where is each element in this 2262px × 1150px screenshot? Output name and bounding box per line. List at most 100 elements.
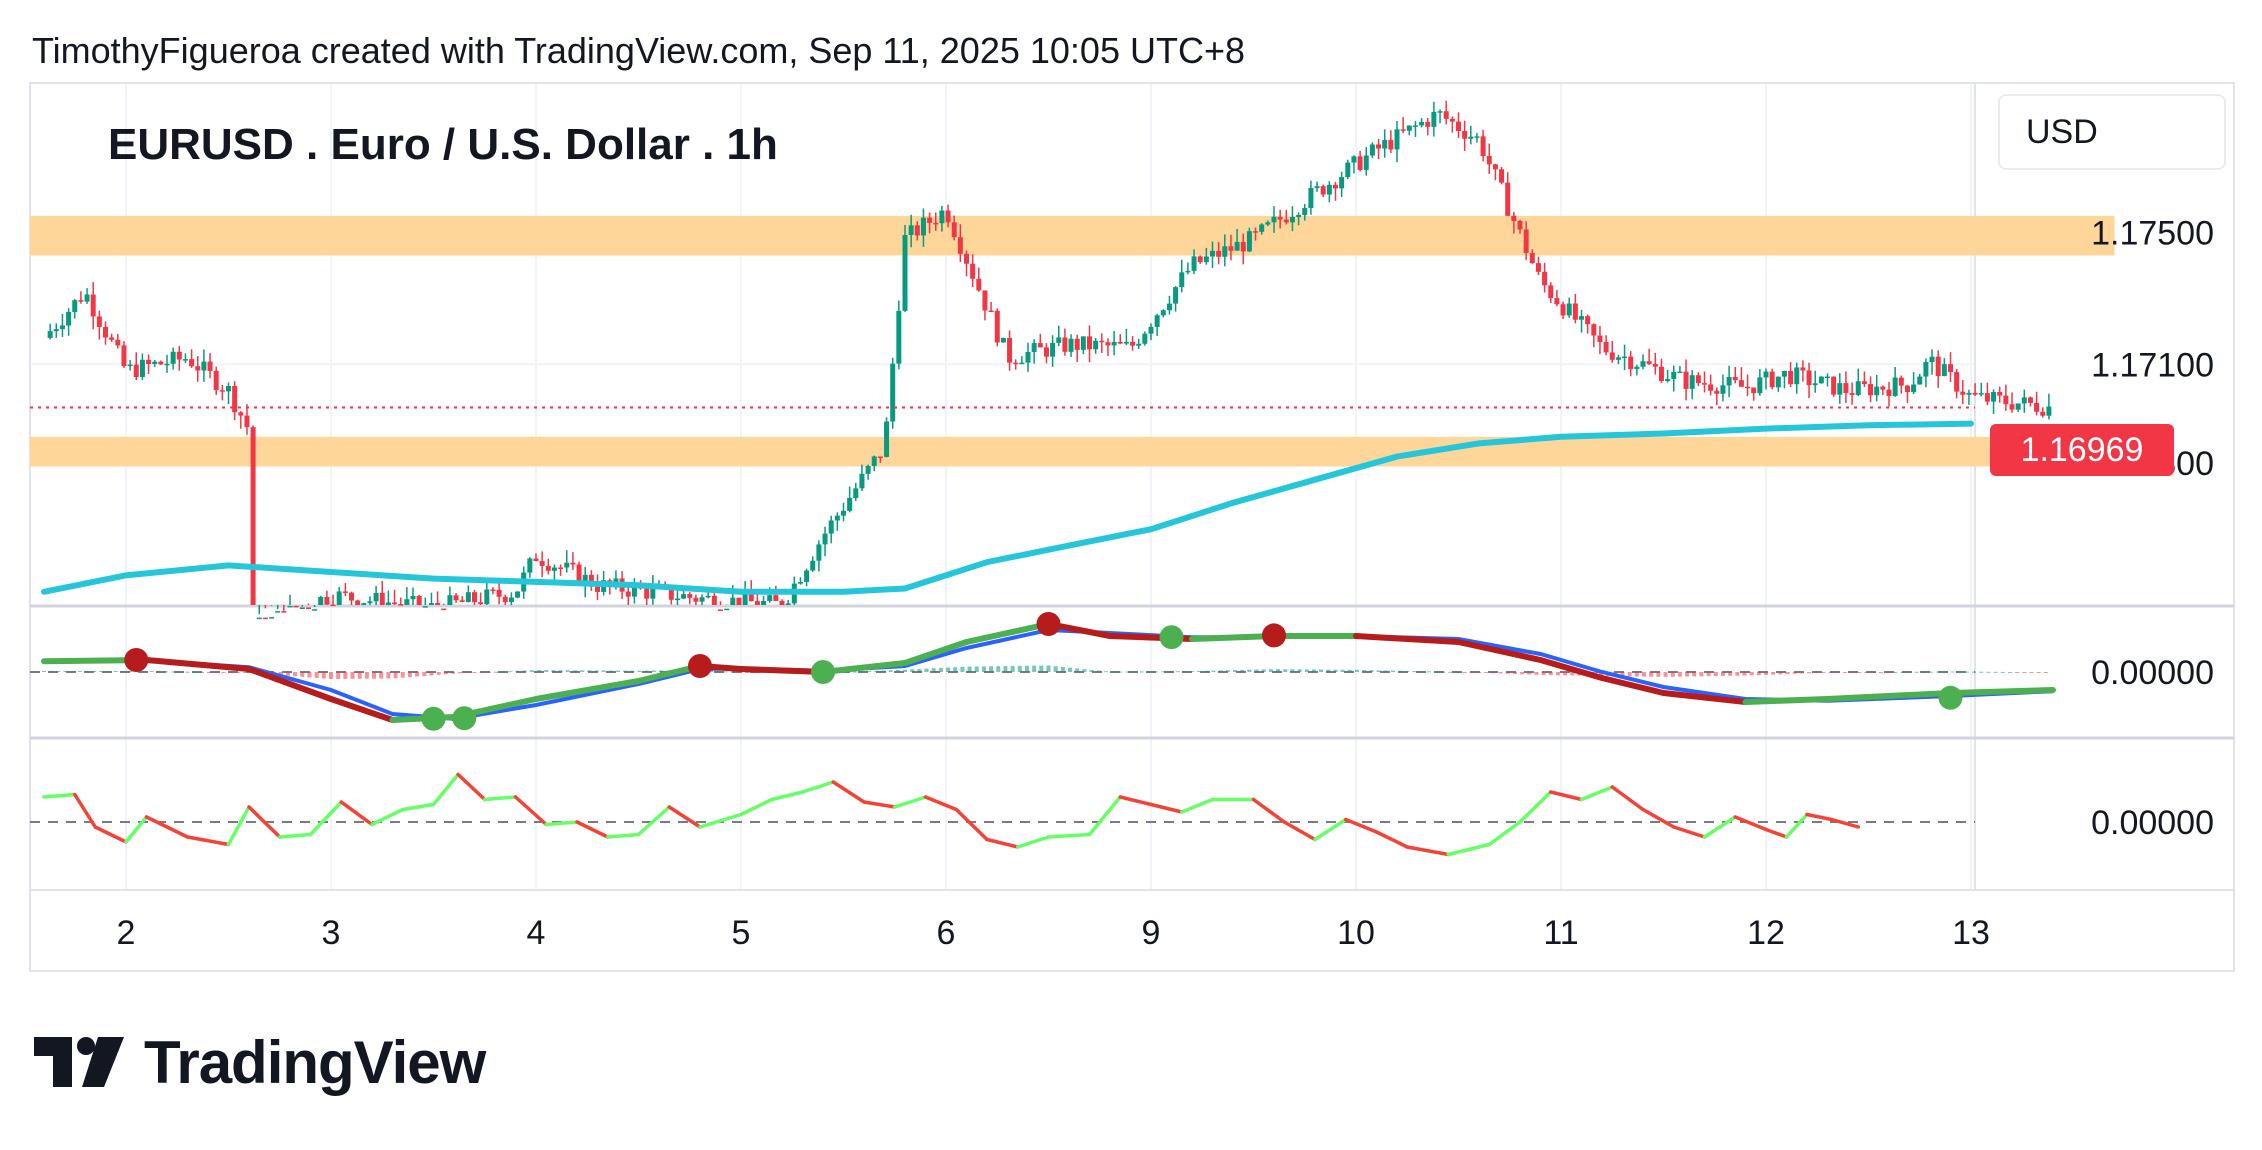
candle-body <box>127 364 133 367</box>
candle-body <box>748 592 754 602</box>
candle-body <box>1357 156 1363 170</box>
osc-layer <box>30 772 1975 857</box>
oscillator-line-segment <box>923 795 958 812</box>
macd-histogram-bar <box>63 670 68 672</box>
macd-histogram-bar <box>1154 671 1159 673</box>
candle-body <box>1702 383 1707 385</box>
chart-frame[interactable] <box>29 82 2235 972</box>
macd-histogram-bar <box>1756 672 1761 676</box>
macd-histogram-bar <box>1620 672 1625 677</box>
candle-body <box>828 520 834 534</box>
candle-body <box>631 585 637 597</box>
oscillator-line-segment <box>800 780 835 794</box>
candle-body <box>1302 208 1308 215</box>
macd-histogram-bar <box>2000 671 2005 673</box>
candle-body <box>2040 411 2046 416</box>
macd-histogram-bar <box>1598 672 1603 676</box>
candle-body <box>1529 252 1535 264</box>
macd-histogram-bar <box>651 670 656 672</box>
macd-histogram-bar <box>171 671 176 673</box>
macd-histogram-bar <box>242 672 247 673</box>
candle-body <box>1043 347 1049 357</box>
macd-histogram-bar <box>300 672 305 677</box>
macd-histogram-bar <box>1197 670 1202 672</box>
macd-histogram-bar <box>2015 672 2020 673</box>
oscillator-line-segment <box>1282 820 1317 842</box>
candle-layer <box>47 100 2052 620</box>
oscillator-line-segment <box>247 805 282 839</box>
oscillator-line-segment <box>124 815 149 844</box>
currency-selector-button[interactable]: USD <box>1998 94 2226 170</box>
candle-body <box>1505 182 1511 216</box>
candle-body <box>324 596 330 605</box>
macd-histogram-bar <box>1333 669 1338 672</box>
current-price-label: 1.16969 <box>1990 424 2174 476</box>
candle-body <box>914 225 920 236</box>
macd-histogram-bar <box>1850 672 1855 673</box>
macd-histogram-bar <box>1878 672 1883 673</box>
candle-body <box>1689 375 1695 389</box>
candle-body <box>877 456 883 458</box>
candle-body <box>1671 371 1677 379</box>
macd-histogram-bar <box>608 670 613 672</box>
candle-body <box>1179 272 1185 288</box>
candle-body <box>1972 392 1978 395</box>
candle-body <box>422 606 428 608</box>
candle-body <box>1542 271 1548 286</box>
macd-histogram-bar <box>278 672 283 676</box>
candle-body <box>219 390 225 392</box>
macd-histogram-bar <box>745 672 750 673</box>
candle-body <box>1191 256 1197 271</box>
tradingview-logo[interactable]: TradingView <box>34 1029 486 1096</box>
candle-body <box>182 359 188 361</box>
macd-histogram-bar <box>1541 672 1546 675</box>
candle-body <box>1185 270 1191 273</box>
macd-histogram-bar <box>1319 669 1324 672</box>
candle-body <box>1412 125 1418 127</box>
candle-body <box>1511 215 1517 221</box>
macd-bullish-cross-marker <box>1159 625 1184 650</box>
candle-body <box>195 366 201 371</box>
macd-histogram-bar <box>56 670 61 672</box>
oscillator-line-segment <box>667 805 702 829</box>
candle-body <box>1123 341 1129 344</box>
ema-line <box>41 420 1974 595</box>
candle-body <box>1314 186 1320 188</box>
macd-histogram-bar <box>1929 671 1934 673</box>
macd-line-segment <box>1353 633 1462 645</box>
macd-histogram-bar <box>1699 672 1704 677</box>
support-resistance-zone <box>30 436 2156 467</box>
candle-body <box>1781 370 1787 377</box>
candle-body <box>871 456 877 466</box>
candle-body <box>1394 129 1400 150</box>
candle-body <box>742 592 748 605</box>
macd-histogram-bar <box>1921 671 1926 673</box>
macd-histogram-bar <box>1455 671 1460 673</box>
candle-body <box>428 603 434 605</box>
macd-histogram-bar <box>1182 671 1187 673</box>
candle-body <box>1062 337 1068 352</box>
axis-layer: 234569101112131.175001.171001.168000.000… <box>117 214 2214 952</box>
candle-body <box>1978 393 1984 395</box>
candle-body <box>1056 337 1062 343</box>
macd-histogram-bar <box>465 672 470 674</box>
macd-histogram-bar <box>450 672 455 674</box>
macd-histogram-bar <box>723 671 728 673</box>
candle-body <box>262 617 268 620</box>
macd-histogram-bar <box>1771 672 1776 675</box>
oscillator-line-segment <box>1641 807 1676 829</box>
oscillator-line-segment <box>1180 797 1215 814</box>
macd-histogram-bar <box>178 671 183 673</box>
candle-body <box>1406 125 1412 131</box>
candle-body <box>1013 362 1019 365</box>
macd-histogram-bar <box>1520 672 1525 675</box>
candle-body <box>1757 377 1763 394</box>
candle-body <box>736 597 742 605</box>
candle-body <box>133 364 139 377</box>
macd-line-segment <box>1537 657 1605 681</box>
candle-body <box>515 591 521 598</box>
candle-body <box>1523 229 1529 253</box>
candle-body <box>1203 256 1209 263</box>
oscillator-line-segment <box>770 790 805 802</box>
